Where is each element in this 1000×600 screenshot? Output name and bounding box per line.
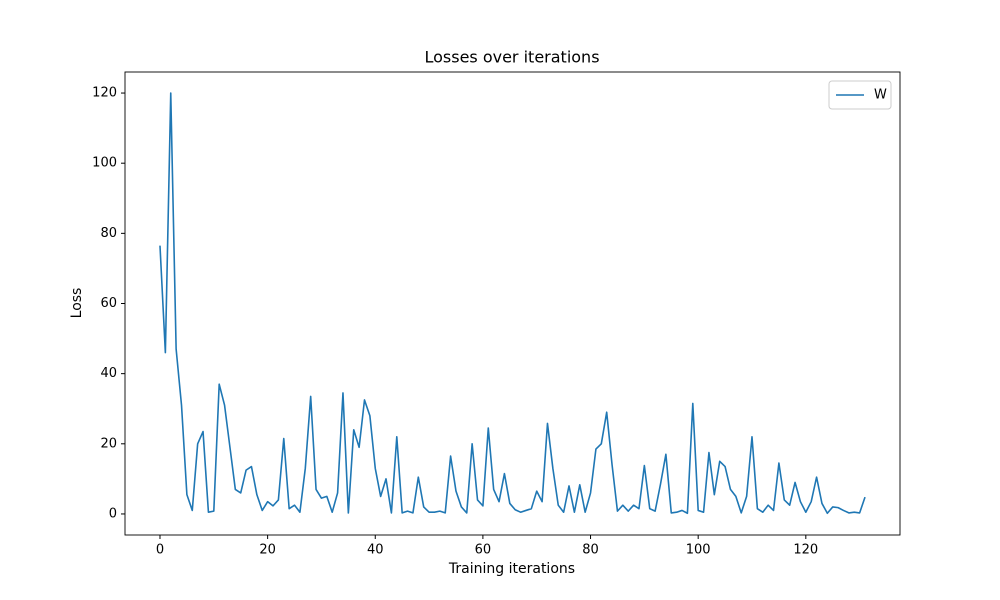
chart-title: Losses over iterations xyxy=(424,48,599,67)
y-tick-label: 40 xyxy=(100,366,117,381)
y-tick-label: 60 xyxy=(100,296,117,311)
y-tick-label: 80 xyxy=(100,226,117,241)
x-tick-label: 0 xyxy=(156,543,164,558)
x-tick-label: 120 xyxy=(793,543,818,558)
y-tick-label: 100 xyxy=(92,156,117,171)
x-tick-label: 40 xyxy=(367,543,384,558)
line-series xyxy=(159,92,866,515)
y-tick-label: 20 xyxy=(100,436,117,451)
plot-frame xyxy=(124,71,901,536)
x-tick-label: 80 xyxy=(582,543,599,558)
x-tick-label: 20 xyxy=(259,543,276,558)
x-axis-label: Training iterations xyxy=(448,561,575,577)
y-axis-label: Loss xyxy=(69,288,85,319)
x-tick-label: 100 xyxy=(686,543,711,558)
y-tick-label: 0 xyxy=(109,506,117,521)
x-tick-label: 60 xyxy=(475,543,492,558)
y-tick-label: 120 xyxy=(92,86,117,101)
legend-label: W xyxy=(874,88,887,103)
